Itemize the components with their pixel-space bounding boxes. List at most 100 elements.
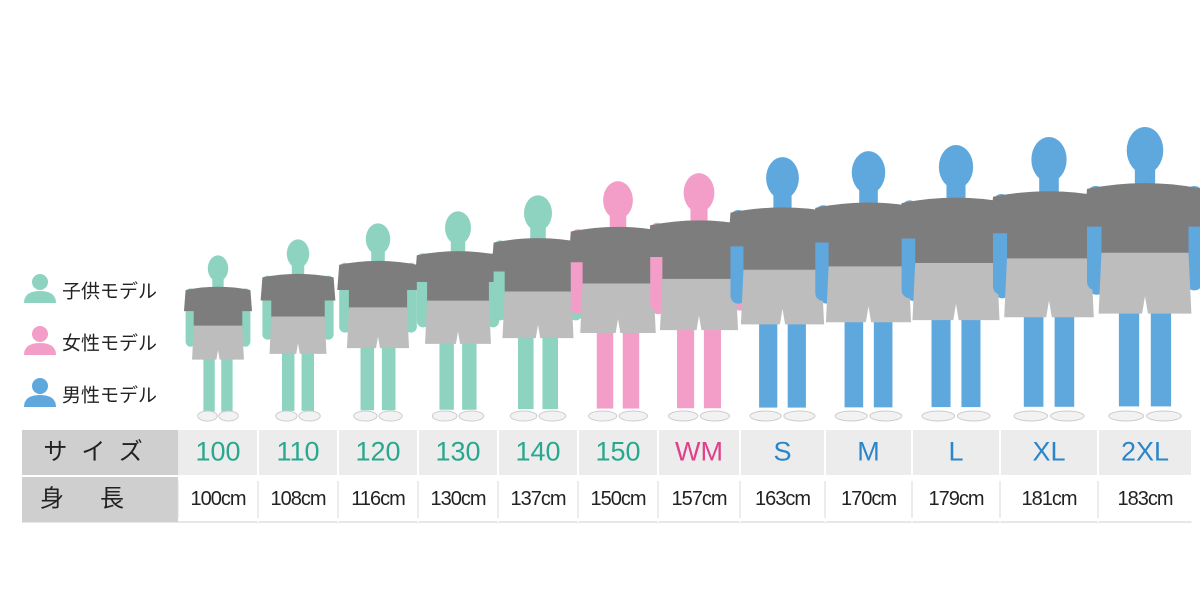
figure-shirt [491, 238, 585, 294]
figure-shoe [538, 410, 567, 422]
legend-icon-body [24, 291, 56, 303]
figure-shoe [298, 410, 321, 422]
figure-shoe [834, 410, 868, 422]
figure-shorts [580, 283, 656, 334]
height-label: 108cm [270, 488, 325, 510]
row-label: 身長 [40, 485, 160, 513]
figure-shorts [346, 307, 410, 349]
model-figure [898, 145, 1014, 422]
figure-shirt [414, 251, 502, 303]
figure-shoe [699, 410, 730, 422]
figure-shorts [740, 269, 825, 325]
figure-leg [622, 323, 640, 409]
legend-icon-head [32, 378, 48, 394]
height-label: 179cm [928, 488, 983, 510]
model-figure [812, 151, 925, 422]
size-label: M [857, 437, 880, 467]
figure-shoe [1108, 410, 1145, 422]
size-label: 130 [435, 437, 480, 467]
figure-shorts [659, 278, 739, 331]
height-label: 181cm [1021, 488, 1076, 510]
model-figure [414, 211, 502, 422]
legend-label: 子供モデル [62, 281, 157, 303]
figure-head [207, 255, 229, 282]
figure-shirt [647, 220, 751, 282]
height-label: 100cm [190, 488, 245, 510]
figure-shoe [956, 410, 991, 422]
figure-shorts [912, 262, 1000, 321]
figure-head [603, 181, 633, 220]
figure-shorts [269, 316, 327, 354]
figure-shoe [1049, 410, 1085, 422]
figure-leg [221, 353, 233, 412]
figure-head [445, 211, 471, 245]
figure-head [1126, 126, 1164, 174]
figure-head [851, 151, 886, 194]
figure-shorts [1004, 258, 1094, 318]
model-figure [337, 223, 419, 422]
legend-item: 子供モデル [24, 274, 157, 303]
figure-shirt [337, 260, 419, 310]
figure-leg [439, 335, 454, 410]
figure-head [1031, 137, 1067, 183]
figure-shoe [431, 410, 458, 422]
size-label: 150 [595, 437, 640, 467]
height-label: 137cm [510, 488, 565, 510]
size-label: WM [675, 437, 723, 467]
figure-leg [281, 346, 295, 411]
figure-leg [381, 340, 396, 411]
row-label-cell [22, 430, 178, 475]
figure-head [524, 195, 552, 231]
figure-shoe [275, 410, 298, 422]
legend-label: 女性モデル [62, 333, 157, 355]
figure-leg [759, 314, 778, 408]
figure-leg [462, 335, 477, 410]
size-label: XL [1032, 437, 1065, 467]
size-row-bg [178, 430, 1192, 475]
figure-leg [1054, 306, 1075, 407]
size-label: 120 [355, 437, 400, 467]
figure-head [683, 173, 715, 213]
figure-shorts [502, 291, 574, 339]
figure-shirt [990, 191, 1108, 262]
model-figure [568, 181, 668, 422]
figure-head [286, 239, 310, 269]
legend-icon-body [24, 395, 56, 407]
figure-leg [844, 311, 864, 408]
figure-shirt [183, 286, 253, 328]
figure-leg [203, 353, 215, 412]
row-label: サイズ [43, 438, 156, 466]
figure-leg [360, 340, 375, 411]
figure-leg [518, 329, 534, 410]
figure-leg [596, 323, 614, 409]
figure-shoe [668, 410, 699, 422]
figure-shoe [378, 410, 403, 422]
legend-icon-head [32, 274, 48, 290]
size-label: S [773, 437, 791, 467]
height-label: 130cm [430, 488, 485, 510]
figure-shirt [1084, 183, 1200, 256]
figure-shirt [568, 226, 668, 286]
figure-leg [301, 346, 315, 411]
figure-shoe [218, 410, 239, 422]
figure-shoe [1145, 410, 1182, 422]
figure-leg [677, 320, 695, 409]
figure-shirt [812, 202, 925, 270]
height-label: 150cm [590, 488, 645, 510]
model-figure [1084, 126, 1200, 422]
size-label: L [948, 437, 963, 467]
figure-shoe [197, 410, 218, 422]
figure-leg [703, 320, 721, 409]
legend-item: 男性モデル [24, 378, 157, 407]
figure-shirt [898, 197, 1014, 266]
model-figure [260, 239, 336, 422]
height-label: 116cm [351, 488, 405, 510]
figure-leg [873, 311, 893, 408]
size-label: 100 [195, 437, 240, 467]
height-label: 183cm [1117, 488, 1172, 510]
figure-shoe [783, 410, 816, 422]
figure-shoe [869, 410, 903, 422]
size-label: 110 [276, 437, 319, 467]
figure-shoe [588, 410, 618, 422]
